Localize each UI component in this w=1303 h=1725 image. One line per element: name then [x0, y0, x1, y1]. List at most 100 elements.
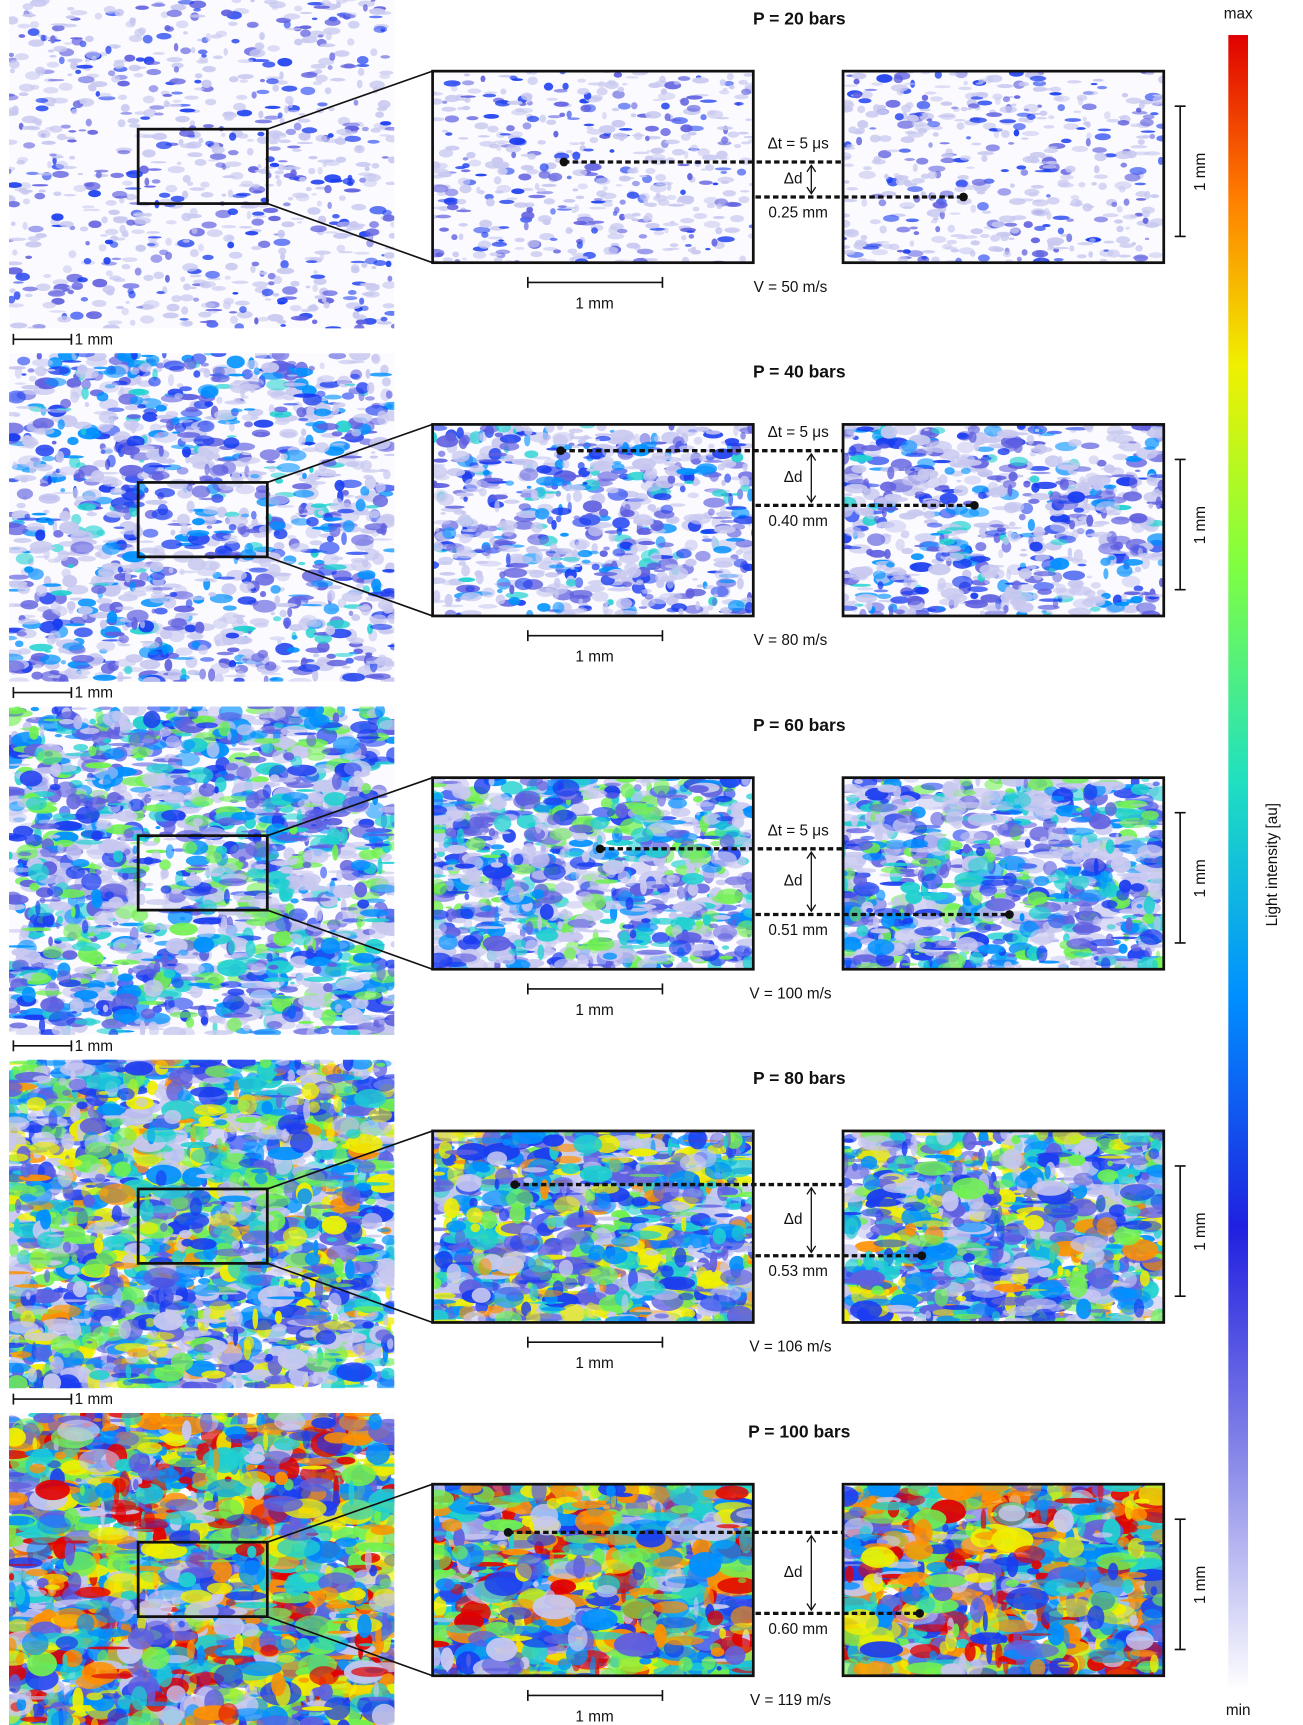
spray-blob [233, 626, 256, 632]
spray-blob [18, 24, 31, 29]
spray-blob [1098, 183, 1107, 190]
spray-blob [138, 27, 146, 34]
spray-blob [106, 270, 113, 276]
spray-blob [938, 546, 961, 553]
spray-blob [479, 220, 492, 228]
spray-blob [1004, 527, 1022, 530]
spray-blob [668, 204, 685, 207]
spray-blob [977, 101, 992, 106]
spray-blob [178, 0, 195, 5]
spray-blob [319, 542, 339, 555]
spray-blob [70, 10, 87, 15]
spray-blob [607, 233, 624, 239]
spray-blob [252, 215, 266, 217]
spray-blob [232, 194, 247, 198]
spray-blob [245, 231, 258, 235]
spray-blob [179, 571, 198, 574]
spray-blob [927, 523, 943, 528]
spray-blob [631, 218, 639, 221]
spray-blob [134, 73, 144, 77]
spray-blob [186, 599, 193, 607]
spray-blob [347, 38, 354, 45]
spray-blob [887, 466, 894, 479]
spray-blob [198, 138, 203, 144]
spray-blob [273, 239, 290, 246]
spray-blob [344, 384, 356, 386]
spray-blob [661, 505, 673, 514]
spray-blob [258, 111, 263, 119]
spray-blob [1050, 522, 1069, 532]
spray-blob [737, 132, 749, 135]
spray-blob [591, 227, 598, 233]
spray-blob [1022, 249, 1028, 255]
spray-blob [928, 142, 933, 148]
spray-blob [9, 677, 29, 684]
spray-blob [180, 320, 192, 326]
spray-blob [38, 493, 60, 503]
spray-blob [694, 437, 703, 445]
spray-blob [928, 166, 945, 172]
spray-blob [1010, 183, 1015, 187]
spray-blob [68, 250, 76, 258]
spray-blob [837, 605, 857, 610]
spray-blob [381, 515, 395, 523]
spray-blob [684, 481, 694, 484]
spray-blob [1010, 592, 1033, 603]
spray-blob [171, 295, 181, 302]
spray-blob [566, 493, 571, 502]
spray-blob [59, 511, 70, 522]
spray-blob [977, 151, 994, 155]
spray-blob [705, 164, 714, 171]
spray-blob [884, 520, 906, 533]
spray-blob [187, 530, 209, 537]
spray-blob [728, 600, 745, 612]
spray-blob [163, 313, 179, 319]
spray-blob [901, 440, 917, 452]
spray-blob [217, 652, 234, 656]
spray-blob [228, 189, 233, 197]
spray-blob [53, 46, 67, 52]
spray-blob [127, 414, 142, 419]
spray-blob [1086, 138, 1091, 146]
spray-blob [162, 645, 168, 655]
spray-blob [537, 487, 546, 499]
spray-blob [734, 94, 748, 99]
spray-blob [858, 98, 871, 103]
colorbar-max: max [1224, 5, 1253, 22]
spray-blob [879, 444, 889, 449]
spray-blob [380, 121, 391, 125]
spray-blob [614, 72, 622, 78]
spray-blob [338, 251, 353, 253]
spray-blob [202, 222, 217, 229]
spray-blob [383, 548, 400, 552]
spray-blob [247, 148, 254, 156]
spray-blob [259, 271, 267, 275]
spray-blob [1083, 117, 1087, 122]
spray-blob [506, 197, 517, 200]
spray-blob [684, 605, 703, 614]
spray-blob [247, 22, 259, 28]
spray-blob [927, 212, 932, 215]
spray-blob [1082, 103, 1097, 110]
spray-blob [1098, 129, 1111, 132]
spray-blob [203, 124, 214, 128]
spray-blob [1001, 169, 1009, 172]
spray-blob [1150, 474, 1170, 478]
spray-blob [1010, 228, 1020, 234]
spray-blob [86, 119, 92, 127]
spray-blob [521, 211, 534, 220]
spray-blob [575, 607, 587, 612]
spray-blob [997, 430, 1019, 439]
spray-blob [1091, 83, 1098, 85]
spray-blob [500, 133, 511, 135]
spray-blob [733, 424, 739, 436]
spray-blob [58, 419, 65, 429]
spray-blob [195, 159, 207, 166]
spray-blob [478, 604, 498, 609]
spray-blob [964, 476, 981, 485]
spray-blob [387, 276, 392, 282]
spray-blob [643, 216, 649, 223]
spray-blob [308, 156, 317, 159]
spray-blob [680, 485, 686, 492]
spray-blob [1116, 236, 1130, 244]
